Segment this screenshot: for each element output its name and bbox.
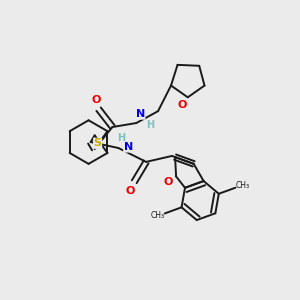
Text: O: O (126, 186, 135, 196)
Text: CH₃: CH₃ (236, 181, 250, 190)
Text: O: O (177, 100, 187, 110)
Text: H: H (117, 133, 125, 143)
Text: N: N (124, 142, 133, 152)
Text: N: N (136, 109, 145, 119)
Text: CH₃: CH₃ (150, 211, 164, 220)
Text: S: S (94, 138, 102, 148)
Text: H: H (146, 120, 154, 130)
Text: O: O (92, 95, 101, 105)
Text: O: O (164, 177, 173, 188)
